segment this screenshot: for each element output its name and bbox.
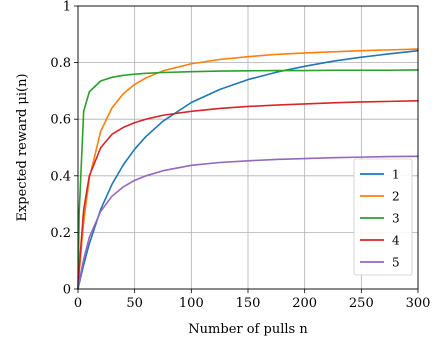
- labels-layer: Number of pulls n Expected reward μi(n): [15, 73, 308, 337]
- series-layer: [77, 48, 419, 290]
- y-tick-label: 0.4: [50, 169, 71, 184]
- y-tick-label: 0.2: [50, 226, 71, 241]
- y-tick-label: 1: [63, 0, 71, 15]
- x-tick-label: 300: [406, 296, 431, 311]
- series-line-4: [77, 100, 419, 290]
- legend-label-3: 3: [392, 212, 400, 226]
- x-tick-label: 50: [126, 296, 143, 311]
- x-tick-label: 0: [74, 296, 82, 311]
- x-tick-label: 250: [349, 296, 374, 311]
- x-axis-title: Number of pulls n: [188, 322, 308, 337]
- legend: 1 2 3 4 5: [353, 158, 413, 276]
- y-tick-label: 0.8: [50, 56, 71, 71]
- x-tick-label: 200: [292, 296, 317, 311]
- y-tick-label: 0: [63, 283, 71, 298]
- ticks-layer: 0 50 100 150 200 250 300 0 0.2 0.4 0.6 0.8 1: [50, 0, 430, 311]
- y-tick-label: 0.6: [50, 113, 71, 128]
- legend-box: [353, 158, 413, 276]
- x-tick-label: 150: [236, 296, 261, 311]
- legend-label-2: 2: [392, 190, 400, 204]
- y-axis-title: Expected reward μi(n): [15, 73, 30, 221]
- legend-label-4: 4: [392, 234, 400, 248]
- series-line-5: [77, 155, 419, 290]
- series-line-1: [77, 49, 419, 290]
- legend-label-1: 1: [392, 168, 400, 182]
- legend-label-5: 5: [392, 256, 400, 270]
- series-line-3: [77, 69, 419, 290]
- x-tick-label: 100: [179, 296, 204, 311]
